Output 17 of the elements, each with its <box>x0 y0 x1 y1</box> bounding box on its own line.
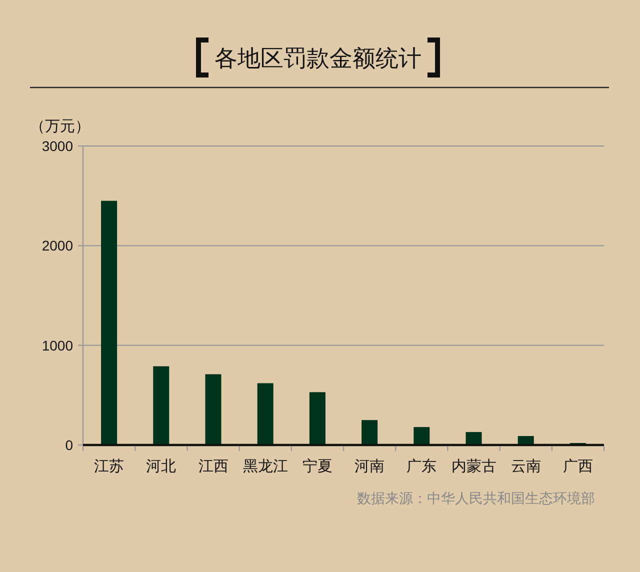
x-tick-label: 河南 <box>354 458 385 475</box>
x-tick-label: 广东 <box>406 458 437 475</box>
y-axis-title: （万元） <box>30 118 90 135</box>
x-tick-label: 河北 <box>146 458 176 475</box>
y-tick-label: 2000 <box>42 238 73 254</box>
x-tick-label: 广西 <box>562 458 593 475</box>
annotation: 数据来源：中华人民共和国生态环境部 <box>357 490 595 506</box>
x-tick-label: 云南 <box>510 458 541 475</box>
x-tick-label: 江苏 <box>94 458 124 475</box>
y-tick-label: 3000 <box>42 138 73 154</box>
title: 各地区罚款金额统计 <box>214 45 422 71</box>
x-tick-label: 黑龙江 <box>242 458 288 475</box>
x-tick-label: 宁夏 <box>302 458 332 475</box>
y-tick-label: 0 <box>65 437 73 453</box>
x-tick-label: 内蒙古 <box>451 458 496 475</box>
y-tick-label: 1000 <box>42 337 73 354</box>
x-tick-label: 江西 <box>198 458 228 475</box>
